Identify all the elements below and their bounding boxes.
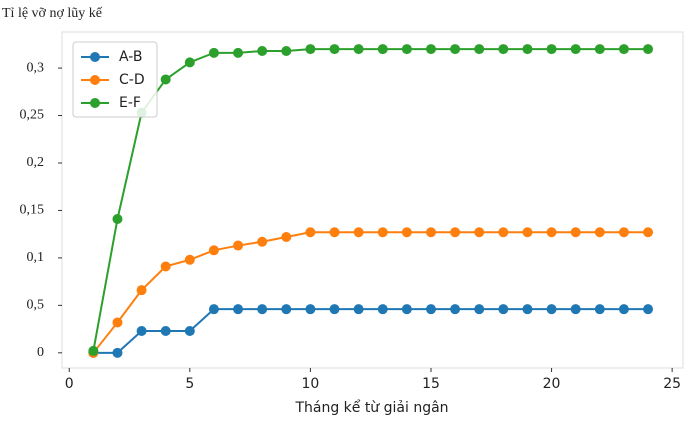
legend-label: E-F: [119, 95, 141, 111]
data-point: [498, 44, 509, 55]
data-point: [208, 47, 219, 58]
data-point: [450, 227, 461, 238]
data-point: [498, 227, 509, 238]
data-point: [474, 304, 485, 315]
data-point: [208, 304, 219, 315]
data-point: [643, 44, 654, 55]
data-point: [88, 345, 99, 356]
data-point: [425, 44, 436, 55]
data-point: [522, 44, 533, 55]
data-point: [329, 304, 340, 315]
y-tick-label: 0,3: [27, 60, 45, 75]
data-point: [377, 304, 388, 315]
legend-label: A-B: [119, 49, 142, 65]
plot-frame: [61, 31, 684, 369]
data-point: [305, 44, 316, 55]
data-point: [184, 325, 195, 336]
data-point: [546, 44, 557, 55]
data-point: [112, 213, 123, 224]
data-point: [160, 325, 171, 336]
data-point: [450, 44, 461, 55]
chart-title: Tỉ lệ vỡ nợ lũy kế: [2, 6, 103, 21]
data-point: [112, 347, 123, 358]
data-point: [643, 304, 654, 315]
data-point: [522, 227, 533, 238]
data-point: [546, 304, 557, 315]
data-point: [257, 45, 268, 56]
data-point: [425, 227, 436, 238]
x-tick-label: 25: [663, 376, 681, 392]
data-point: [353, 304, 364, 315]
data-point: [184, 57, 195, 68]
data-point: [401, 304, 412, 315]
y-tick-label: 0: [37, 345, 44, 360]
y-tick-label: 0,25: [20, 108, 45, 123]
data-point: [594, 227, 605, 238]
x-tick-label: 10: [301, 376, 319, 392]
legend-label: C-D: [119, 72, 145, 88]
data-point: [498, 304, 509, 315]
data-point: [329, 44, 340, 55]
data-point: [257, 304, 268, 315]
series-line: [93, 308, 649, 354]
data-point: [570, 304, 581, 315]
series-line: [92, 231, 649, 354]
data-point: [377, 227, 388, 238]
data-point: [570, 227, 581, 238]
data-point: [160, 261, 171, 272]
data-point: [618, 227, 629, 238]
data-point: [281, 304, 292, 315]
data-point: [329, 227, 340, 238]
legend-marker: [90, 75, 100, 85]
data-point: [570, 44, 581, 55]
data-point: [233, 240, 244, 251]
data-point: [618, 44, 629, 55]
data-point: [401, 227, 412, 238]
data-point: [594, 44, 605, 55]
x-tick-label: 0: [65, 376, 74, 392]
y-tick-label: 0,1: [27, 250, 45, 265]
y-tick-label: 0,15: [20, 203, 45, 218]
data-point: [643, 227, 654, 238]
data-point: [136, 325, 147, 336]
data-point: [450, 304, 461, 315]
legend-marker: [90, 98, 100, 108]
data-point: [184, 254, 195, 265]
data-point: [160, 74, 171, 85]
data-point: [305, 227, 316, 238]
data-point: [377, 44, 388, 55]
data-point: [208, 245, 219, 256]
data-point: [353, 227, 364, 238]
data-point: [474, 227, 485, 238]
data-point: [474, 44, 485, 55]
data-point: [257, 236, 268, 247]
data-point: [618, 304, 629, 315]
data-point: [281, 45, 292, 56]
x-tick-label: 20: [543, 376, 561, 392]
data-point: [401, 44, 412, 55]
legend-marker: [90, 52, 100, 62]
data-point: [305, 304, 316, 315]
data-point: [594, 304, 605, 315]
x-tick-label: 15: [422, 376, 440, 392]
x-axis-label: Tháng kể từ giải ngân: [294, 399, 448, 416]
data-point: [281, 232, 292, 243]
data-point: [112, 317, 123, 328]
data-point: [136, 285, 147, 296]
data-point: [233, 47, 244, 58]
x-tick-label: 5: [185, 376, 194, 392]
y-tick-label: 0,2: [27, 155, 45, 170]
data-point: [546, 227, 557, 238]
data-point: [522, 304, 533, 315]
series-line: [92, 48, 649, 352]
y-tick-label: 0,5: [27, 298, 45, 313]
data-point: [425, 304, 436, 315]
data-point: [353, 44, 364, 55]
data-point: [233, 304, 244, 315]
